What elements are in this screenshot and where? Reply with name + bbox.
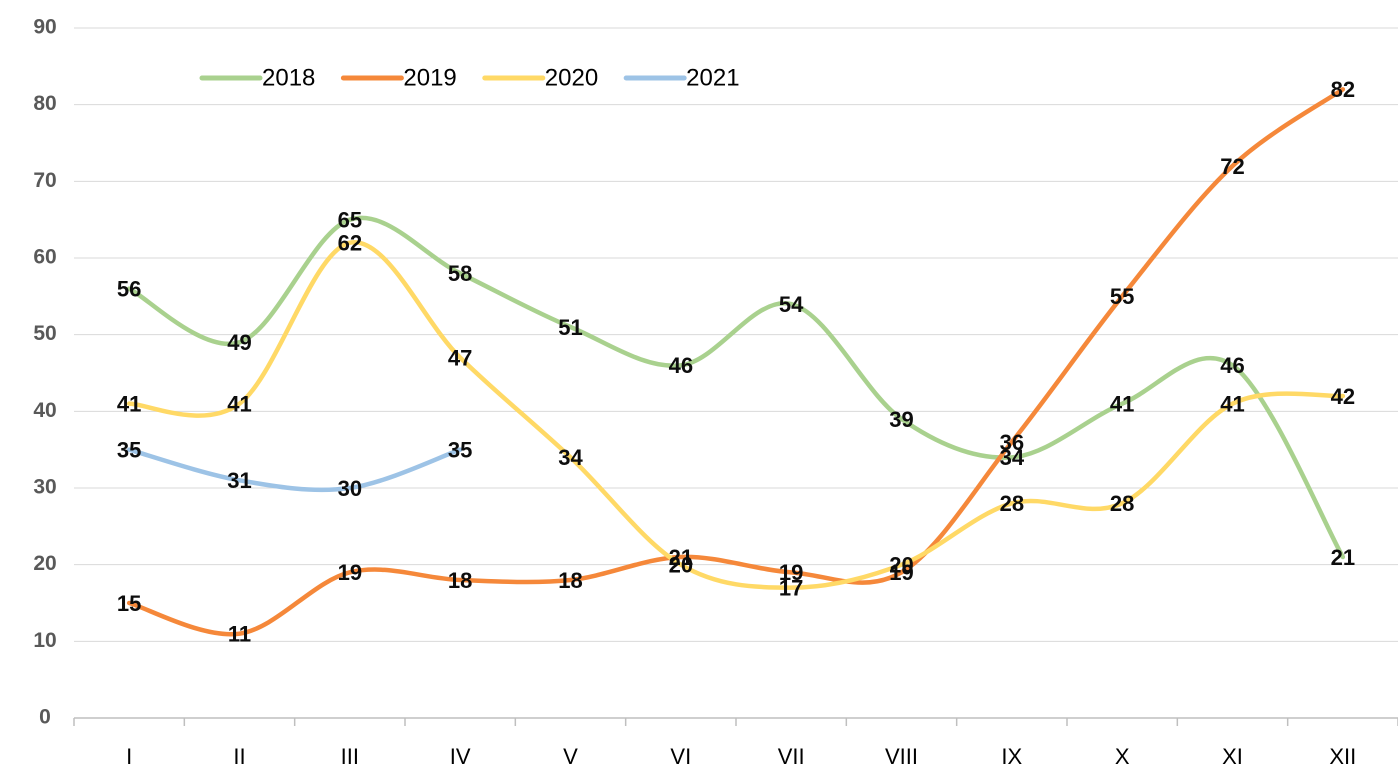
data-label: 41	[117, 391, 141, 416]
y-tick-label: 30	[33, 476, 56, 499]
legend-label: 2021	[686, 64, 739, 91]
x-tick-label: VI	[670, 744, 691, 769]
data-label: 46	[1220, 353, 1244, 378]
x-tick-label: IX	[1001, 744, 1022, 769]
data-label: 47	[448, 345, 472, 370]
data-label: 54	[779, 292, 804, 317]
data-label: 20	[669, 552, 693, 577]
x-tick-label: X	[1115, 744, 1130, 769]
data-label: 58	[448, 261, 472, 286]
data-label: 28	[1110, 491, 1134, 516]
data-label: 19	[889, 560, 913, 585]
y-tick-label: 90	[33, 16, 56, 39]
data-label: 49	[227, 330, 251, 355]
data-label: 36	[1000, 430, 1024, 455]
y-tick-label: 40	[33, 399, 56, 422]
data-label: 65	[338, 207, 362, 232]
data-label: 19	[779, 560, 803, 585]
data-label: 18	[448, 568, 472, 593]
data-label: 39	[889, 407, 913, 432]
x-tick-label: IV	[450, 744, 471, 769]
series-line	[126, 240, 1346, 590]
data-label: 62	[338, 230, 362, 255]
data-label: 15	[117, 591, 141, 616]
data-label: 41	[1220, 391, 1244, 416]
x-tick-label: XI	[1222, 744, 1243, 769]
data-label: 28	[1000, 491, 1024, 516]
data-label: 19	[338, 560, 362, 585]
y-tick-label: 0	[39, 706, 51, 729]
x-tick-label: VII	[778, 744, 805, 769]
legend-label: 2018	[262, 64, 315, 91]
data-label: 17	[779, 575, 803, 600]
series-line	[126, 447, 463, 493]
data-label: 31	[227, 468, 251, 493]
x-tick-label: XII	[1329, 744, 1356, 769]
y-tick-label: 60	[33, 246, 56, 269]
y-tick-label: 10	[33, 629, 56, 652]
data-label: 11	[228, 621, 251, 646]
data-label: 34	[558, 445, 583, 470]
data-label: 34	[1000, 445, 1025, 470]
y-tick-label: 80	[33, 92, 56, 115]
y-tick-label: 20	[33, 552, 56, 575]
data-label: 46	[669, 353, 693, 378]
x-tick-label: V	[563, 744, 578, 769]
data-label: 56	[117, 276, 141, 301]
data-label: 35	[448, 437, 472, 462]
data-label: 41	[1110, 391, 1134, 416]
data-label: 35	[117, 437, 141, 462]
data-label: 18	[558, 568, 582, 593]
data-label: 20	[889, 552, 913, 577]
y-tick-label: 70	[33, 169, 56, 192]
data-label: 72	[1220, 154, 1244, 179]
series-line	[126, 215, 1346, 560]
data-label: 30	[338, 476, 362, 501]
legend-label: 2020	[545, 64, 598, 91]
data-label: 42	[1331, 384, 1355, 409]
x-tick-label: II	[233, 744, 245, 769]
data-label: 82	[1331, 77, 1355, 102]
data-label: 55	[1110, 284, 1134, 309]
data-label: 21	[669, 545, 693, 570]
series-line	[126, 87, 1346, 637]
x-tick-label: I	[126, 744, 132, 769]
x-tick-label: VIII	[885, 744, 918, 769]
data-label: 41	[227, 391, 251, 416]
x-tick-label: III	[341, 744, 359, 769]
legend-label: 2019	[403, 64, 456, 91]
data-label: 21	[1331, 545, 1355, 570]
y-tick-label: 50	[33, 322, 56, 345]
data-label: 51	[558, 315, 582, 340]
